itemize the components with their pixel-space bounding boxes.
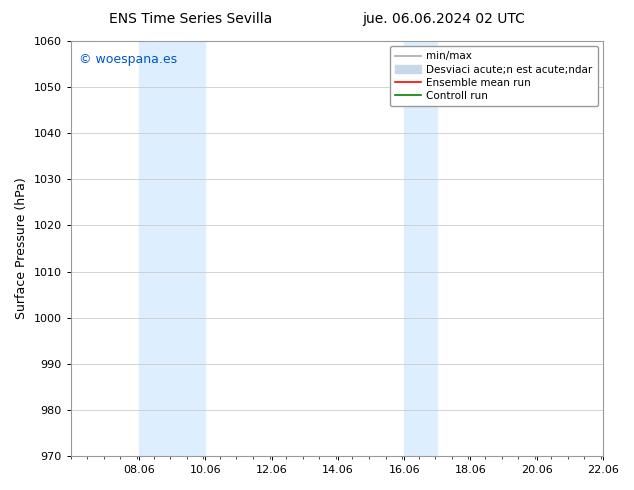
Text: © woespana.es: © woespana.es	[79, 53, 177, 67]
Text: jue. 06.06.2024 02 UTC: jue. 06.06.2024 02 UTC	[363, 12, 525, 26]
Bar	[404, 41, 437, 456]
Text: ENS Time Series Sevilla: ENS Time Series Sevilla	[108, 12, 272, 26]
Y-axis label: Surface Pressure (hPa): Surface Pressure (hPa)	[15, 178, 28, 319]
Bar	[139, 41, 205, 456]
Legend: min/max, Desviaci acute;n est acute;ndar, Ensemble mean run, Controll run: min/max, Desviaci acute;n est acute;ndar…	[390, 46, 598, 106]
